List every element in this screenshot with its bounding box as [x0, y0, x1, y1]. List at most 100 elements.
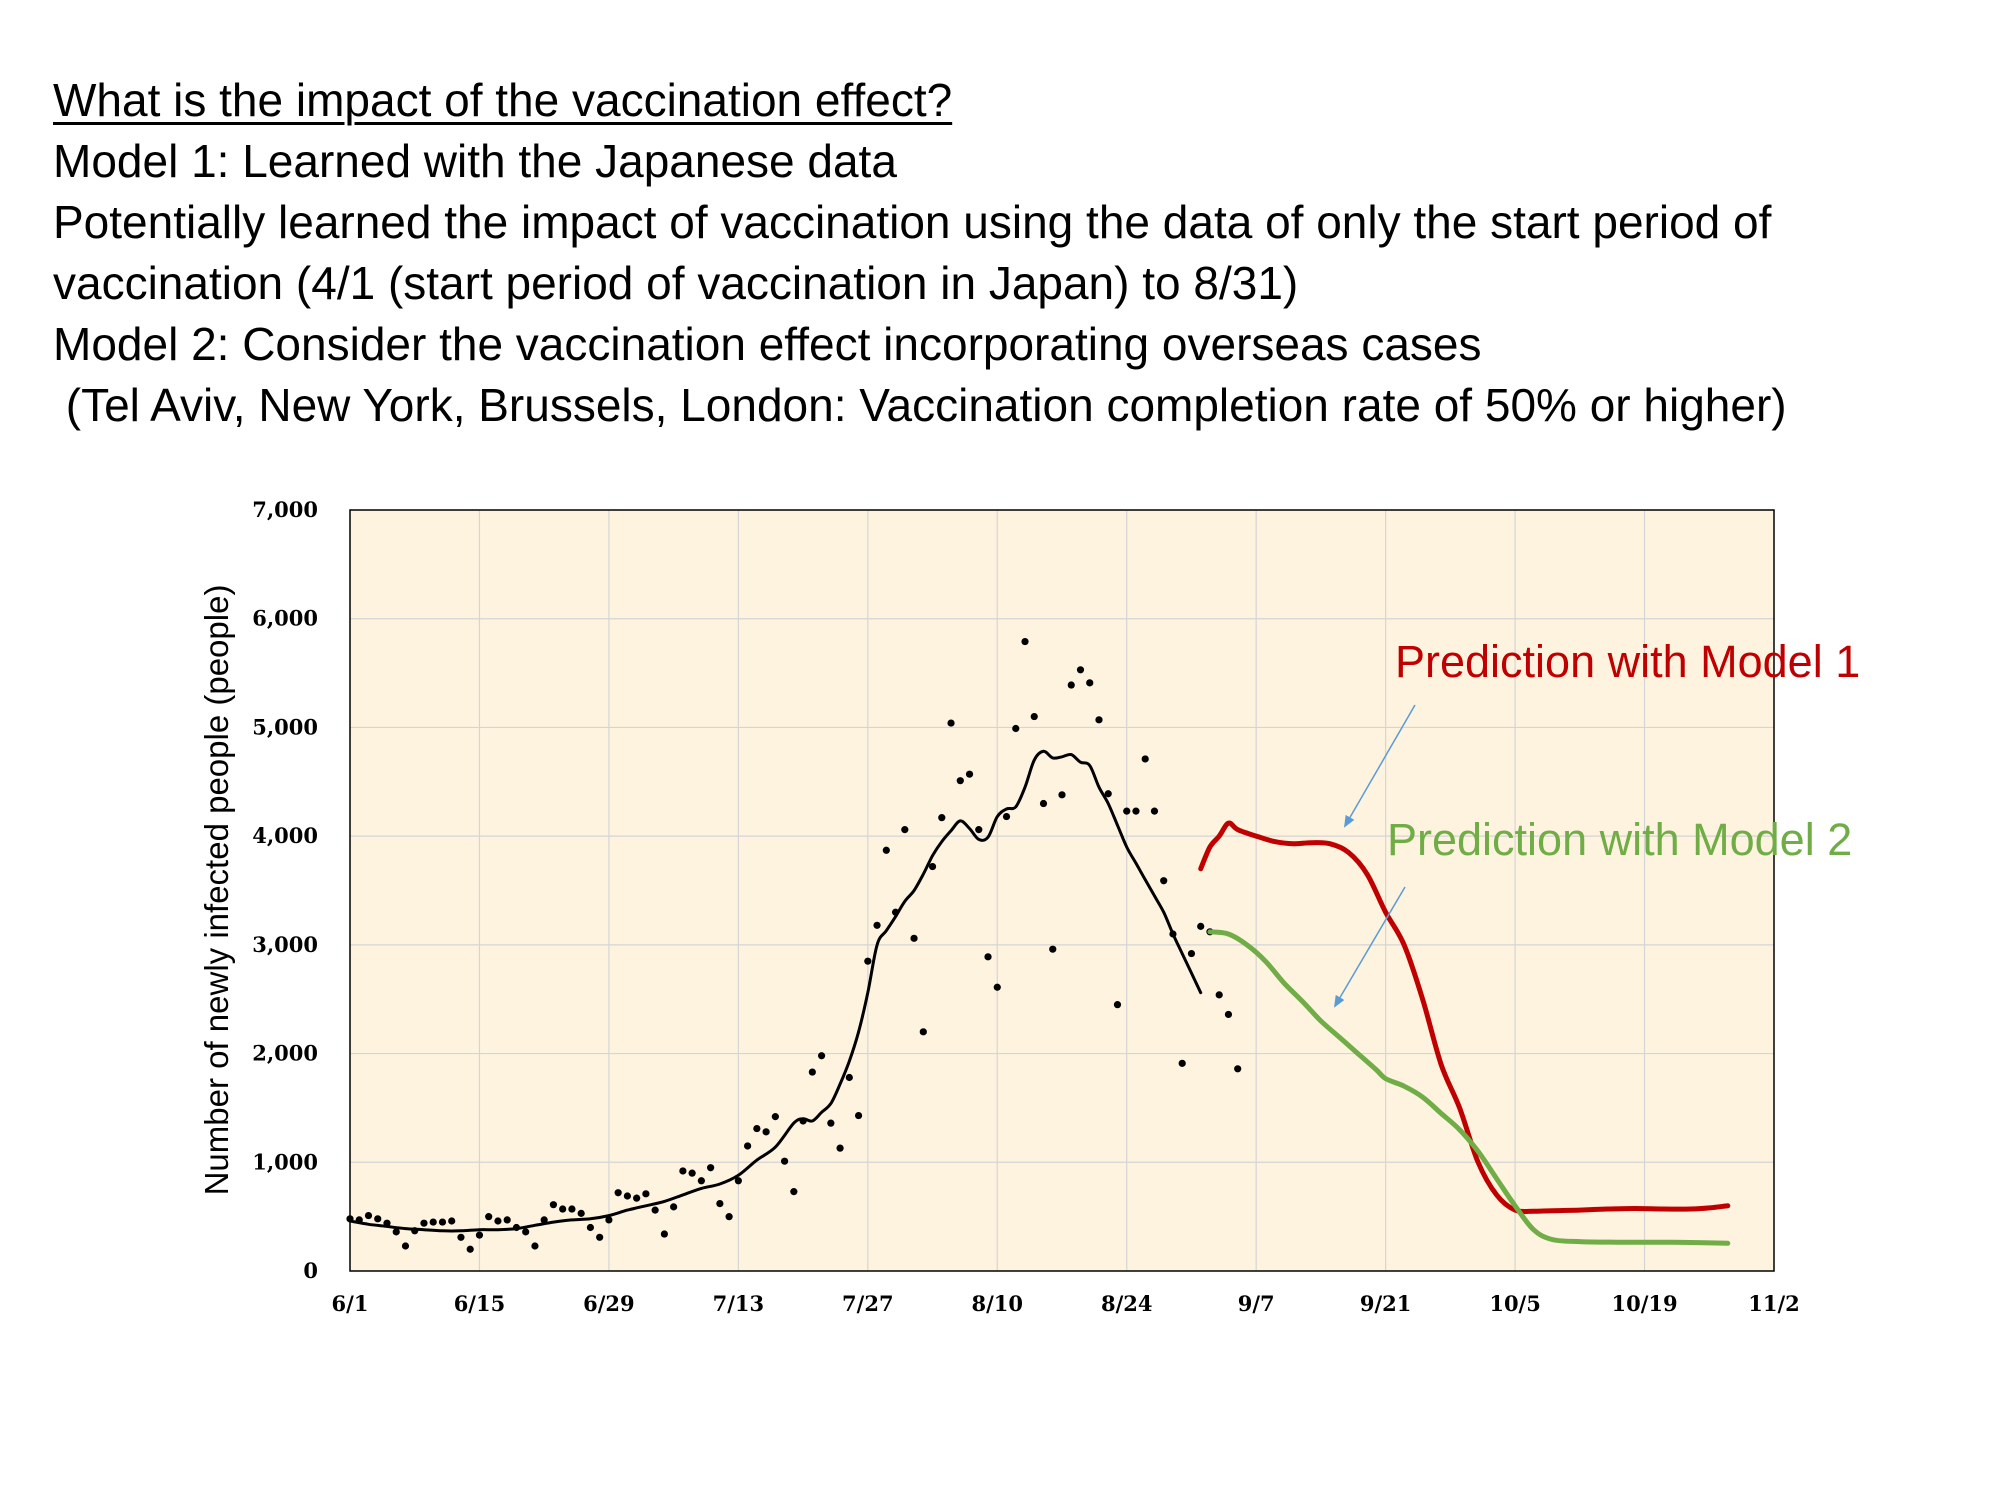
scatter-point [845, 1073, 853, 1082]
scatter-point [401, 1242, 410, 1250]
model2-annotation: Prediction with Model 2 [1387, 814, 1852, 865]
scatter-point [1030, 712, 1038, 721]
scatter-point [540, 1216, 548, 1224]
scatter-point [586, 1223, 595, 1232]
scatter-point [494, 1217, 502, 1225]
scatter-point [1067, 681, 1075, 689]
scatter-point [984, 953, 992, 961]
scatter-point [993, 983, 1001, 991]
y-tick-label: 2,000 [252, 1041, 318, 1066]
x-tick-label: 8/10 [972, 1291, 1024, 1316]
scatter-point [475, 1231, 484, 1239]
y-tick-label: 1,000 [252, 1149, 318, 1174]
plot-border [349, 509, 1775, 1272]
scatter-point [734, 1177, 742, 1185]
scatter-point [1076, 666, 1085, 674]
scatter-point [1058, 791, 1066, 799]
header-line-2: Potentially learned the impact of vaccin… [53, 196, 1772, 248]
x-tick-label: 7/27 [842, 1291, 894, 1316]
model2-pointer-arrow [1333, 886, 1406, 1008]
scatter-point [919, 1028, 927, 1036]
y-tick-label: 7,000 [252, 497, 318, 522]
x-tick-label: 6/15 [454, 1291, 506, 1316]
x-tick-label: 6/29 [583, 1291, 635, 1316]
scatter-point [1095, 716, 1103, 724]
scatter-point [688, 1169, 696, 1177]
slide-header: What is the impact of the vaccination ef… [53, 70, 1983, 436]
x-tick-label: 11/2 [1748, 1291, 1800, 1316]
scatter-point [790, 1188, 798, 1196]
series-lines [348, 749, 1731, 1246]
scatter-point [716, 1199, 724, 1208]
model1-prediction-line [1198, 820, 1731, 1215]
model1-annotation: Prediction with Model 1 [1395, 636, 1860, 687]
moving-average-line [348, 749, 1203, 1233]
scatter-point [771, 1113, 779, 1121]
header-line-3: vaccination (4/1 (start period of vaccin… [53, 257, 1299, 309]
scatter-point [910, 934, 918, 942]
scatter-point [1049, 945, 1057, 953]
x-tick-label: 9/21 [1360, 1291, 1412, 1316]
plot-area [350, 510, 1774, 1271]
x-tick-label: 7/13 [713, 1291, 765, 1316]
slide-title: What is the impact of the vaccination ef… [53, 74, 953, 126]
scatter-point [485, 1213, 493, 1221]
scatter-point [503, 1216, 511, 1224]
x-tick-label: 8/24 [1101, 1291, 1153, 1316]
scatter-point [614, 1189, 622, 1197]
scatter-point [836, 1144, 844, 1152]
scatter-point [1187, 949, 1196, 958]
scatter-point [374, 1215, 382, 1223]
scatter-point [882, 846, 890, 854]
scatter-point [965, 770, 974, 778]
x-axis-ticks: 6/1 6/15 6/29 7/13 7/27 8/10 8/24 9/7 9/21 10/5 10… [332, 1291, 1800, 1316]
scatter-point [679, 1167, 687, 1175]
x-tick-label: 9/7 [1238, 1291, 1275, 1316]
y-tick-label: 6,000 [252, 606, 318, 631]
scatter-point [457, 1233, 465, 1241]
scatter-point [596, 1233, 604, 1241]
scatter-point [1086, 679, 1094, 687]
scatter-point [1113, 1001, 1122, 1009]
scatter-point [568, 1205, 576, 1213]
x-tick-label: 6/1 [332, 1291, 369, 1316]
x-tick-label: 10/5 [1489, 1291, 1541, 1316]
scatter-point [670, 1203, 678, 1211]
scatter-point [725, 1213, 733, 1221]
y-tick-label: 0 [303, 1258, 318, 1283]
scatter-point [1021, 637, 1029, 646]
scatter-point [420, 1219, 428, 1227]
y-tick-label: 5,000 [252, 714, 318, 739]
model2-prediction-line [1207, 929, 1731, 1246]
scatter-point [753, 1124, 761, 1133]
scatter-point [780, 1157, 789, 1165]
y-axis-ticks: 0 1,000 2,000 3,000 4,000 5,000 6,000 7,000 [252, 497, 318, 1283]
x-tick-label: 10/19 [1611, 1291, 1677, 1316]
scatter-point [707, 1164, 715, 1172]
header-line-5: (Tel Aviv, New York, Brussels, London: V… [53, 379, 1787, 431]
scatter-point [642, 1190, 650, 1198]
scatter-point [817, 1052, 826, 1060]
scatter-point [744, 1142, 752, 1150]
scatter-point [1150, 807, 1159, 815]
scatter-point [364, 1211, 373, 1220]
scatter-point [1012, 724, 1020, 733]
scatter-point [1178, 1059, 1186, 1067]
scatter-point [1104, 790, 1112, 798]
scatter-point [928, 862, 937, 871]
model1-pointer-arrow [1343, 704, 1416, 828]
scatter-point [438, 1218, 447, 1226]
scatter-point [429, 1218, 437, 1226]
scatter-point [1141, 755, 1149, 763]
scatter-point [577, 1209, 585, 1217]
y-tick-label: 3,000 [252, 932, 318, 957]
scatter-point [864, 957, 872, 965]
scatter-point [1160, 877, 1168, 885]
scatter-point [938, 814, 946, 822]
scatter-point [651, 1206, 659, 1214]
scatter-point [1215, 991, 1223, 999]
scatter-point [1197, 922, 1205, 930]
scatter-point [808, 1068, 816, 1076]
scatter-point [392, 1228, 400, 1236]
